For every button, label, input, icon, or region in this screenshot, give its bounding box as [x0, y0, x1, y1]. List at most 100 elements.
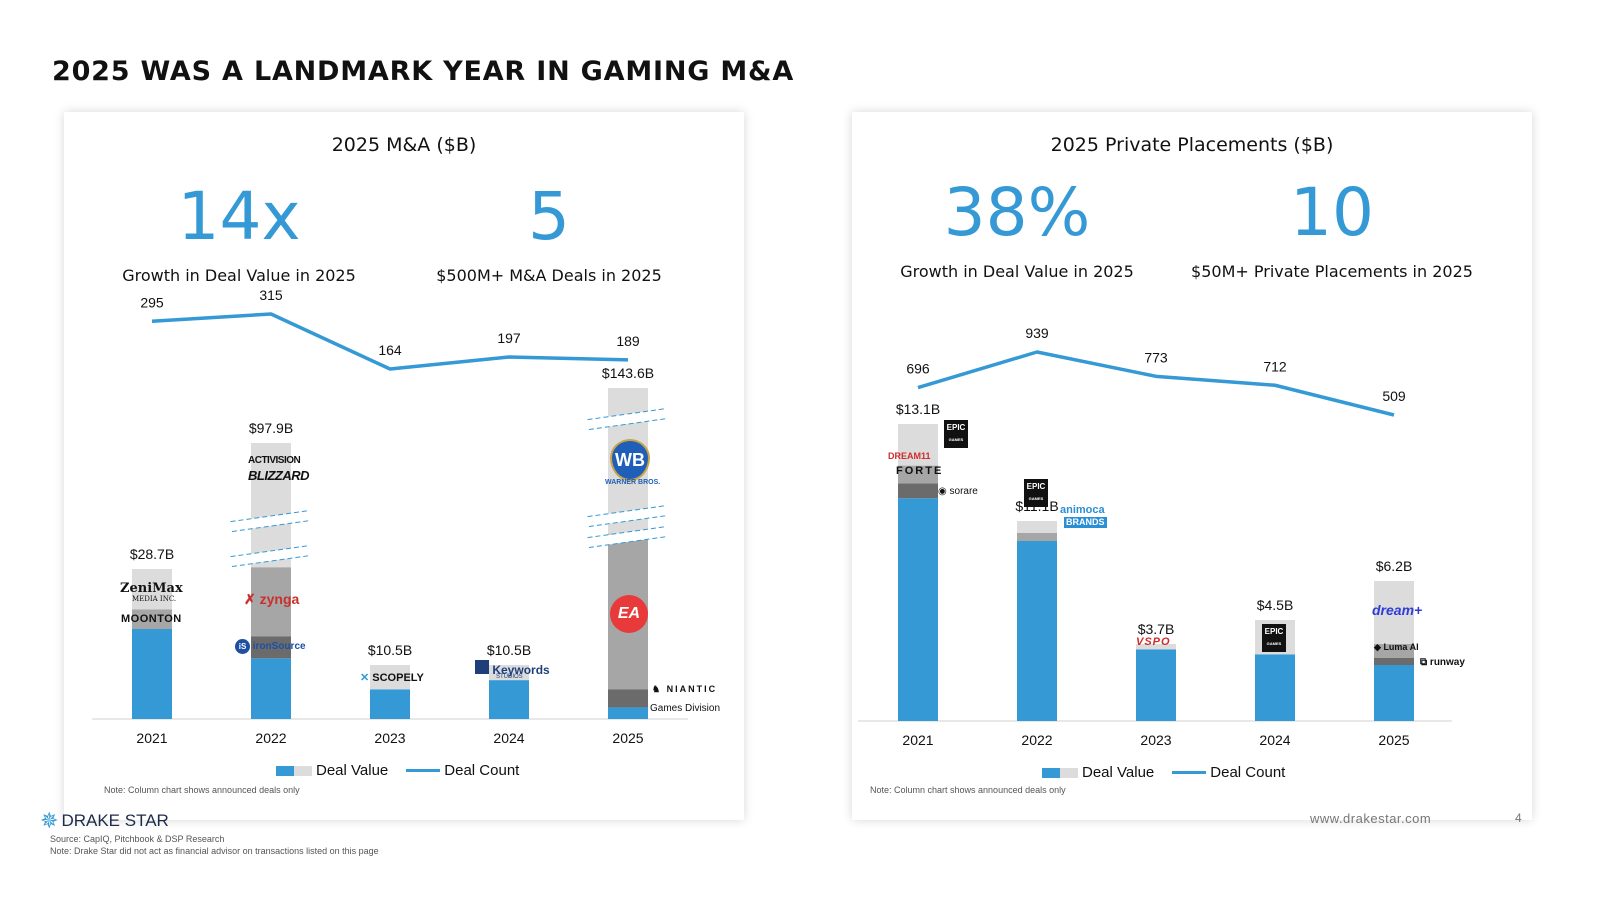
bar-segment-2022-0: [1017, 541, 1057, 721]
axis-break-gap-2022-0: [240, 511, 302, 531]
bar-segment-2025-0: [1374, 665, 1414, 721]
bar-segment-2025-0: [608, 707, 648, 719]
pp-panel: 2025 Private Placements ($B) 38% Growth …: [852, 112, 1532, 820]
category-label-2024: 2024: [493, 730, 524, 746]
category-label-2021: 2021: [136, 730, 167, 746]
animoca-sub-logo: BRANDS: [1064, 517, 1107, 528]
axis-break-line-2025-0a: [587, 407, 667, 421]
category-label-2025: 2025: [1378, 732, 1409, 748]
category-label-2022: 2022: [255, 730, 286, 746]
count-label-2025: 189: [616, 333, 640, 349]
footer-url[interactable]: www.drakestar.com: [1310, 811, 1432, 826]
axis-break-gap-2025-0: [597, 409, 659, 429]
count-label-2022: 315: [259, 287, 283, 303]
epic-games-logo-2024: EPIC GAMES: [1262, 624, 1286, 652]
moonton-logo: MOONTON: [121, 613, 182, 625]
legend-deal-count-swatch: [406, 769, 441, 772]
deal-count-line: [151, 312, 629, 371]
activision-logo: ACTIVISION: [248, 455, 301, 466]
drake-star-icon: ✵: [40, 808, 59, 833]
count-label-2023: 164: [378, 342, 402, 358]
ma-kpi-deals-value: 5: [528, 178, 570, 255]
niantic-sub-logo: Games Division: [650, 703, 721, 714]
axis-break-line-2025-0b: [588, 417, 669, 431]
pp-kpi-growth: 38% Growth in Deal Value in 2025: [872, 174, 1162, 282]
ironsource-icon: iS: [235, 639, 250, 654]
forte-logo: FORTE: [896, 465, 944, 477]
ironsource-logo: iS ironSource: [235, 639, 306, 654]
bar-label-2022: $97.9B: [249, 420, 293, 436]
bar-segment-2021-0: [898, 498, 938, 721]
bar-label-2024: $10.5B: [487, 642, 531, 658]
bar-segment-2025-1: [608, 689, 648, 708]
pp-chart: $13.1B2021696$11.1B2022939$3.7B2023773$4…: [858, 325, 1452, 748]
category-label-2024: 2024: [1259, 732, 1290, 748]
runway-logo: ⧉ runway: [1420, 657, 1465, 668]
bar-segment-2021-0: [132, 629, 172, 719]
bar-segment-2021-2: [132, 569, 172, 610]
bar-segment-2021-2: [898, 465, 938, 484]
scopely-logo: ✕ SCOPELY: [360, 672, 424, 684]
ma-note: Note: Column chart shows announced deals…: [104, 785, 300, 795]
bar-label-2024: $4.5B: [1257, 597, 1294, 613]
zenimax-sub-logo: MEDIA INC.: [132, 595, 177, 603]
drake-star-wordmark: DRAKE STAR: [61, 811, 169, 830]
epic-games-logo-2021: EPIC GAMES: [944, 420, 968, 448]
legend-deal-count-swatch: [1172, 771, 1207, 774]
pp-kpi-placements-label: $50M+ Private Placements in 2025: [1191, 262, 1473, 281]
bar-segment-2023-0: [370, 689, 410, 719]
bar-segment-2024-1: [489, 665, 529, 681]
dream-plus-logo: dream+: [1372, 602, 1423, 618]
bar-segment-2022-2: [251, 567, 291, 637]
axis-break-gap-2025-2: [597, 527, 659, 547]
bar-segment-2021-3: [898, 424, 938, 466]
pp-note: Note: Column chart shows announced deals…: [870, 785, 1066, 795]
bar-segment-2022-3: [251, 443, 291, 568]
ma-panel-title: 2025 M&A ($B): [331, 134, 477, 156]
zynga-logo: ✗ zynga: [244, 591, 300, 607]
category-label-2023: 2023: [374, 730, 405, 746]
keywords-sub-logo: STUDIOS: [496, 674, 523, 680]
bar-segment-2023-1: [370, 665, 410, 690]
pp-panel-title: 2025 Private Placements ($B): [1050, 134, 1334, 156]
axis-break-line-2025-2b: [588, 535, 669, 549]
category-label-2022: 2022: [1021, 732, 1052, 748]
bar-segment-2025-1: [1374, 658, 1414, 665]
pp-kpi-placements-value: 10: [1290, 174, 1374, 251]
legend-deal-count-label: Deal Count: [444, 762, 520, 779]
niantic-logo: ♞ NIANTIC: [652, 684, 718, 694]
bar-segment-2022-1: [251, 636, 291, 659]
keywords-logo: Keywords: [475, 660, 550, 676]
bar-label-2021: $13.1B: [896, 401, 940, 417]
warner-bros-logo: WB: [610, 439, 650, 481]
legend-deal-value-label: Deal Value: [1082, 764, 1155, 781]
blizzard-logo: BLIZZARD: [248, 468, 310, 483]
animoca-logo: animoca: [1060, 504, 1105, 516]
bar-label-2023: $10.5B: [368, 642, 412, 658]
count-label-2022: 939: [1025, 325, 1049, 341]
zynga-icon: ✗: [244, 591, 256, 607]
axis-break-line-2022-1b: [231, 554, 312, 568]
ma-kpi-growth: 14x Growth in Deal Value in 2025: [94, 184, 384, 286]
pp-legend: Deal Value Deal Count: [1042, 764, 1285, 781]
page-number: 4: [1515, 811, 1522, 825]
bar-segment-2022-1: [1017, 533, 1057, 541]
bar-segment-2025-3: [1374, 581, 1414, 644]
count-label-2024: 712: [1263, 358, 1287, 374]
axis-break-line-2025-1a: [587, 504, 667, 518]
page-title: 2025 WAS A LANDMARK YEAR IN GAMING M&A: [52, 56, 795, 87]
ma-kpi-deals-label: $500M+ M&A Deals in 2025: [436, 266, 662, 285]
category-label-2021: 2021: [902, 732, 933, 748]
legend-deal-value-label: Deal Value: [316, 762, 389, 779]
drake-star-logo: ✵ DRAKE STAR: [40, 808, 169, 834]
ea-logo: EA: [610, 595, 648, 633]
keywords-icon: [475, 660, 489, 674]
count-label-2025: 509: [1382, 388, 1406, 404]
bar-label-2021: $28.7B: [130, 546, 174, 562]
axis-break-line-2025-1b: [588, 514, 669, 528]
pp-kpi-growth-value: 38%: [943, 174, 1091, 251]
epic-games-logo-2022: EPIC GAMES: [1024, 479, 1048, 507]
axis-break-line-2025-2a: [587, 525, 667, 539]
footer-source: Source: CapIQ, Pitchbook & DSP Research: [50, 834, 225, 844]
dream11-logo: DREAM11: [888, 451, 931, 461]
